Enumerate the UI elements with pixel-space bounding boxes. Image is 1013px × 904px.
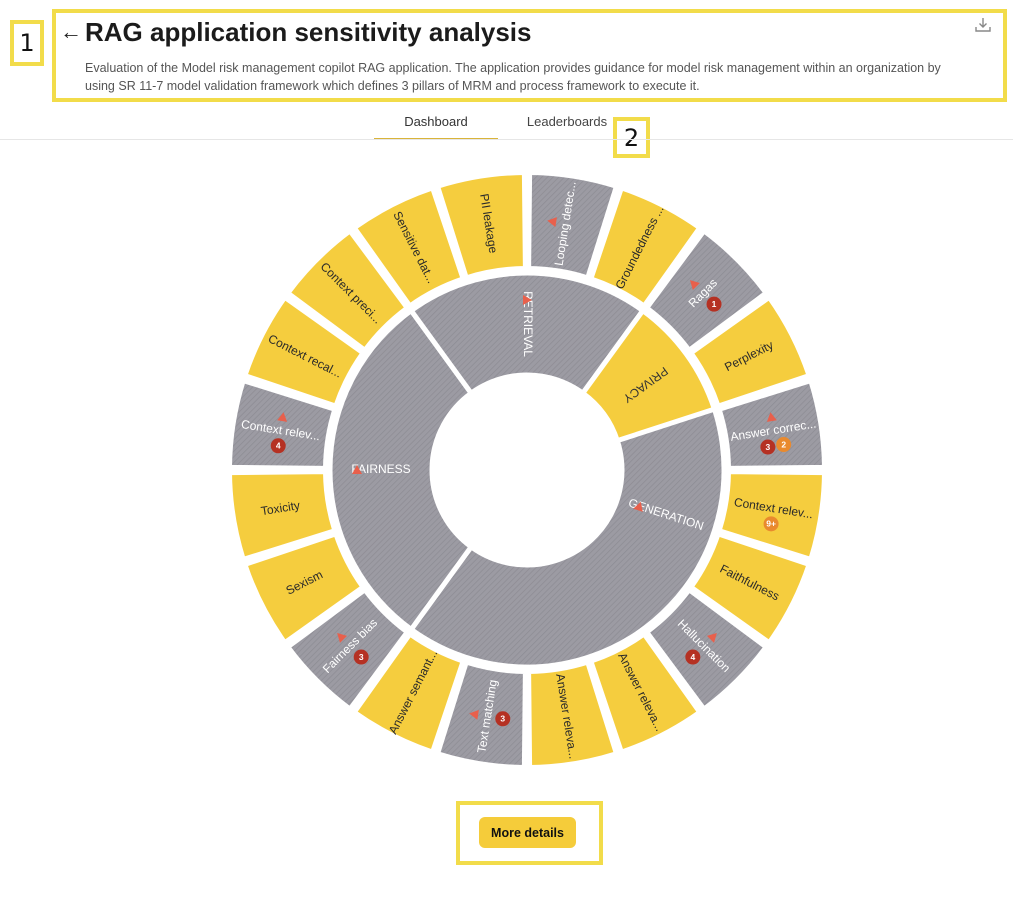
metric-badge: 2 bbox=[776, 437, 792, 453]
badge-circle bbox=[270, 438, 286, 454]
download-icon[interactable] bbox=[974, 16, 992, 34]
metric-badge: 4 bbox=[685, 649, 701, 665]
warning-icon bbox=[469, 709, 479, 720]
metric-badge: 4 bbox=[270, 438, 286, 454]
warning-icon bbox=[523, 295, 532, 305]
metric-segment[interactable] bbox=[717, 378, 827, 470]
metric-segment[interactable] bbox=[285, 587, 410, 712]
header-highlight bbox=[52, 9, 1007, 102]
category-segment[interactable] bbox=[327, 307, 475, 633]
more-details-button[interactable]: More details bbox=[479, 817, 576, 848]
metric-segment[interactable] bbox=[588, 631, 702, 755]
metric-segment[interactable] bbox=[435, 170, 527, 280]
annotation-label-1: 1 bbox=[10, 20, 44, 66]
metric-segment[interactable] bbox=[352, 185, 466, 309]
badge-circle bbox=[495, 711, 511, 727]
warning-icon bbox=[689, 280, 700, 291]
badge-circle bbox=[685, 649, 701, 665]
category-segment[interactable] bbox=[407, 270, 647, 397]
warning-icon bbox=[547, 217, 557, 227]
metric-segment[interactable] bbox=[527, 660, 619, 770]
badge-count: 4 bbox=[690, 652, 695, 662]
metric-badge: 3 bbox=[495, 711, 511, 727]
page-title: RAG application sensitivity analysis bbox=[85, 17, 532, 47]
tab-leaderboards[interactable]: Leaderboards bbox=[526, 114, 608, 129]
badge-count: 3 bbox=[500, 714, 505, 724]
badge-circle bbox=[760, 439, 776, 455]
badge-circle bbox=[353, 649, 369, 665]
tab-divider bbox=[0, 139, 1013, 140]
warning-icon bbox=[352, 465, 362, 474]
metric-badge: 3 bbox=[760, 439, 776, 455]
badge-count: 1 bbox=[712, 299, 717, 309]
more-details-highlight bbox=[456, 801, 603, 865]
back-arrow-icon[interactable]: ← bbox=[60, 19, 82, 44]
metric-segment[interactable] bbox=[352, 631, 466, 755]
badge-count: 9+ bbox=[766, 519, 776, 529]
warning-icon bbox=[706, 632, 717, 643]
category-label: RETRIEVAL bbox=[521, 291, 535, 357]
metric-badge: 1 bbox=[706, 296, 722, 312]
metric-segment[interactable] bbox=[227, 378, 337, 470]
metric-segment[interactable] bbox=[644, 228, 769, 353]
metric-label: Toxicity bbox=[260, 498, 301, 518]
page-description: Evaluation of the Model risk management … bbox=[85, 61, 941, 93]
category-label: FAIRNESS bbox=[351, 462, 410, 476]
badge-circle bbox=[706, 296, 722, 312]
badge-count: 4 bbox=[276, 441, 281, 451]
metric-segment[interactable] bbox=[242, 295, 366, 409]
metric-badge: 3 bbox=[353, 649, 369, 665]
badge-circle bbox=[776, 437, 792, 453]
badge-circle bbox=[763, 516, 779, 532]
badge-count: 2 bbox=[781, 439, 786, 449]
category-segment[interactable] bbox=[579, 307, 718, 444]
warning-icon bbox=[337, 632, 348, 643]
warning-icon bbox=[633, 501, 643, 512]
metric-segment[interactable] bbox=[527, 170, 619, 280]
metric-segment[interactable] bbox=[242, 531, 366, 645]
metric-segment[interactable] bbox=[688, 295, 812, 409]
metric-segment[interactable] bbox=[435, 660, 527, 770]
warning-icon bbox=[277, 412, 288, 422]
metric-segment[interactable] bbox=[688, 531, 812, 645]
annotation-label-2: 2 bbox=[613, 117, 650, 158]
metric-badge: 9+ bbox=[763, 516, 779, 532]
metric-segment[interactable] bbox=[588, 185, 702, 309]
metric-segment[interactable] bbox=[717, 470, 827, 562]
warning-icon bbox=[766, 412, 777, 422]
badge-count: 3 bbox=[359, 652, 364, 662]
badge-count: 3 bbox=[766, 442, 771, 452]
metric-segment[interactable] bbox=[227, 470, 337, 562]
metric-segment[interactable] bbox=[285, 228, 410, 353]
metric-segment[interactable] bbox=[644, 587, 769, 712]
